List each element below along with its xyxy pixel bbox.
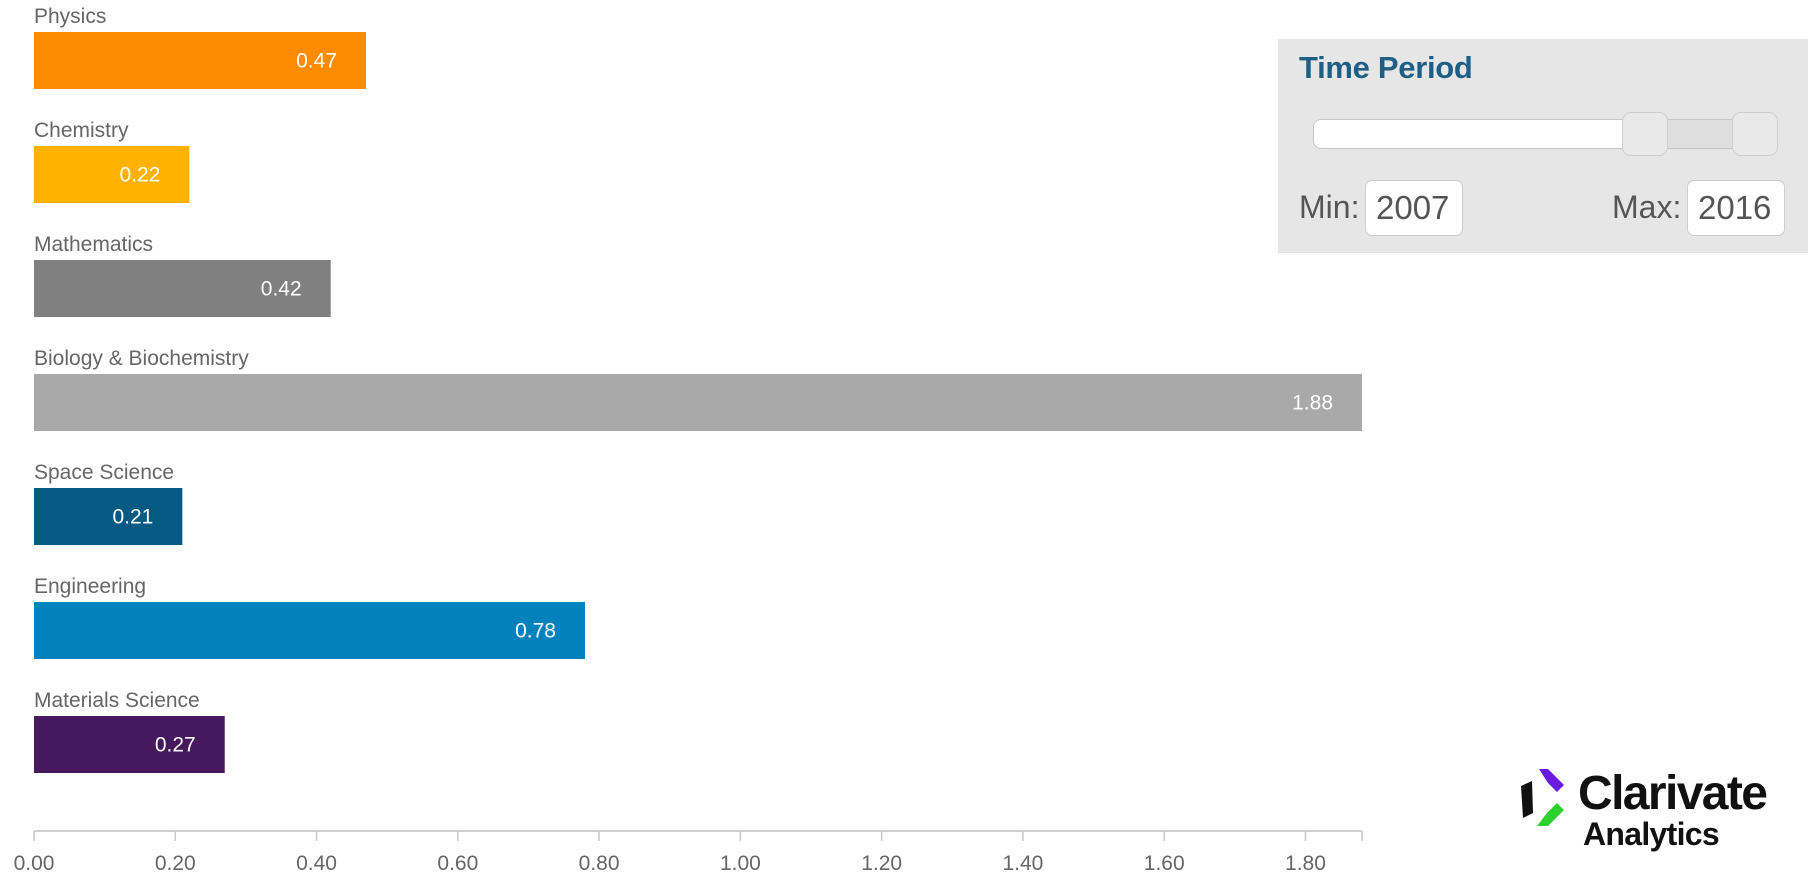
value-label-biology-and-biochemistry: 1.88 (1292, 392, 1333, 415)
category-label-chemistry: Chemistry (34, 119, 129, 142)
category-label-mathematics: Mathematics (34, 233, 153, 256)
value-label-materials-science: 0.27 (155, 734, 196, 757)
min-label: Min: (1299, 189, 1360, 225)
bar-biology-and-biochemistry[interactable] (34, 374, 1362, 431)
category-label-materials-science: Materials Science (34, 689, 200, 712)
category-label-biology-and-biochemistry: Biology & Biochemistry (34, 347, 249, 370)
x-tick-label: 0.00 (14, 852, 55, 875)
value-label-physics: 0.47 (296, 50, 337, 73)
bar-chart: Physics 0.47 Chemistry 0.22 Mathematics 0.42 B… (14, 5, 1363, 875)
x-tick-label: 1.80 (1285, 852, 1326, 875)
value-label-mathematics: 0.42 (261, 278, 302, 301)
category-label-engineering: Engineering (34, 575, 146, 598)
x-tick-label: 1.60 (1144, 852, 1185, 875)
max-year-input[interactable] (1687, 180, 1785, 236)
time-slider-min-handle[interactable] (1622, 112, 1668, 156)
bar-space-science[interactable] (34, 488, 183, 545)
x-tick-label: 1.20 (861, 852, 902, 875)
min-year-input[interactable] (1365, 180, 1463, 236)
bar-chemistry[interactable] (34, 146, 190, 203)
clarivate-logo-mark-icon (1521, 769, 1564, 826)
x-tick-label: 0.80 (579, 852, 620, 875)
x-tick-label: 0.20 (155, 852, 196, 875)
x-tick-label: 0.40 (296, 852, 337, 875)
x-tick-label: 1.00 (720, 852, 761, 875)
max-label: Max: (1612, 189, 1682, 225)
x-tick-label: 0.60 (437, 852, 478, 875)
x-tick-label: 1.40 (1002, 852, 1043, 875)
bar-physics[interactable] (34, 32, 366, 89)
time-slider-max-handle[interactable] (1732, 112, 1778, 156)
category-label-physics: Physics (34, 5, 106, 28)
bar-materials-science[interactable] (34, 716, 225, 773)
value-label-space-science: 0.21 (112, 506, 153, 529)
bar-engineering[interactable] (34, 602, 585, 659)
time-period-title: Time Period (1299, 50, 1473, 85)
value-label-chemistry: 0.22 (120, 164, 161, 187)
logo-name: Clarivate (1578, 767, 1768, 820)
time-period-panel: Time Period Min: Max: (1278, 39, 1808, 253)
clarivate-analytics-logo: Clarivate Analytics (1510, 766, 1808, 866)
category-label-space-science: Space Science (34, 461, 174, 484)
logo-subtitle: Analytics (1583, 816, 1720, 852)
value-label-engineering: 0.78 (515, 620, 556, 643)
bar-mathematics[interactable] (34, 260, 331, 317)
